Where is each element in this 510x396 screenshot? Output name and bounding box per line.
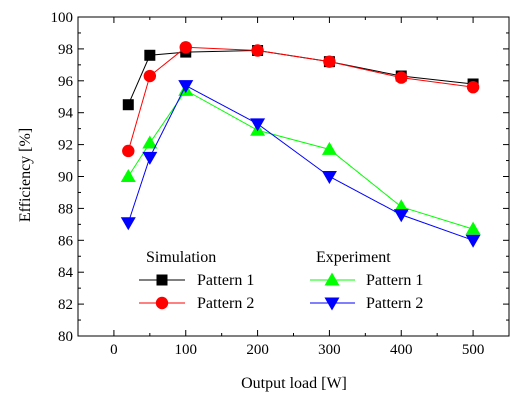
y-tick-label: 100: [51, 10, 74, 26]
data-point: [179, 41, 192, 54]
data-point: [465, 234, 481, 248]
y-tick-label: 92: [58, 138, 73, 154]
y-tick-label: 98: [58, 42, 73, 58]
plot-frame: [77, 16, 510, 337]
legend-marker: [324, 272, 340, 286]
y-tick-label: 90: [58, 170, 73, 186]
legend-group-simulation: Simulation: [146, 249, 216, 266]
x-tick-label: 300: [318, 342, 341, 358]
data-point: [323, 55, 336, 68]
x-tick-label: 200: [246, 342, 269, 358]
legend-label: Pattern 2: [366, 295, 423, 312]
y-tick-label: 88: [58, 201, 73, 217]
series-layer: [120, 41, 481, 248]
data-point: [142, 135, 158, 149]
data-point: [465, 221, 481, 235]
legend-marker: [324, 297, 340, 311]
legend-group-experiment: Experiment: [316, 249, 391, 266]
data-point: [120, 169, 136, 182]
x-tick-label: 500: [462, 342, 485, 358]
series-experiment-pattern-1: [120, 82, 481, 235]
x-tick-label: 400: [390, 342, 413, 358]
data-point: [466, 80, 480, 94]
data-point: [178, 80, 194, 94]
legend-marker: [156, 274, 168, 286]
y-tick-label: 96: [58, 74, 74, 90]
data-point: [143, 69, 157, 83]
legend-marker: [155, 296, 169, 310]
data-point: [122, 99, 134, 111]
y-tick-label: 82: [58, 297, 73, 313]
legend-entry: Pattern 2: [139, 295, 254, 312]
y-axis-title: Efficiency [%]: [17, 128, 34, 222]
legend-entry: Pattern 1: [310, 272, 423, 289]
y-tick-label: 80: [58, 329, 73, 345]
series-experiment-pattern-2: [120, 80, 481, 248]
data-point: [395, 71, 408, 84]
axes: 0 100 200 300 400 500 80 82 84 86 88 90 92 94 96 98 100: [51, 10, 510, 358]
y-tick-label: 94: [58, 106, 74, 122]
series-simulation-pattern-2: [122, 41, 480, 158]
data-point: [120, 217, 136, 231]
data-point: [144, 49, 156, 61]
legend: Simulation Experiment Pattern 1 Pattern 2…: [139, 249, 423, 312]
x-tick-label: 0: [110, 342, 118, 358]
data-point: [393, 209, 409, 223]
data-point: [142, 151, 158, 165]
series-line: [127, 89, 474, 230]
data-point: [393, 199, 409, 213]
x-axis-title: Output load [W]: [241, 375, 347, 392]
series-line: [127, 84, 474, 241]
legend-entry: Pattern 1: [139, 272, 254, 289]
legend-label: Pattern 1: [197, 272, 254, 289]
data-point: [250, 118, 266, 132]
legend-label: Pattern 2: [197, 295, 254, 312]
data-point: [122, 144, 135, 158]
y-tick-label: 86: [58, 233, 74, 249]
legend-entry: Pattern 2: [310, 295, 423, 312]
y-tick-label: 84: [58, 265, 74, 281]
data-point: [321, 171, 337, 184]
x-tick-label: 100: [175, 342, 198, 358]
data-point: [251, 44, 264, 57]
data-point: [321, 141, 337, 155]
legend-label: Pattern 1: [366, 272, 423, 289]
